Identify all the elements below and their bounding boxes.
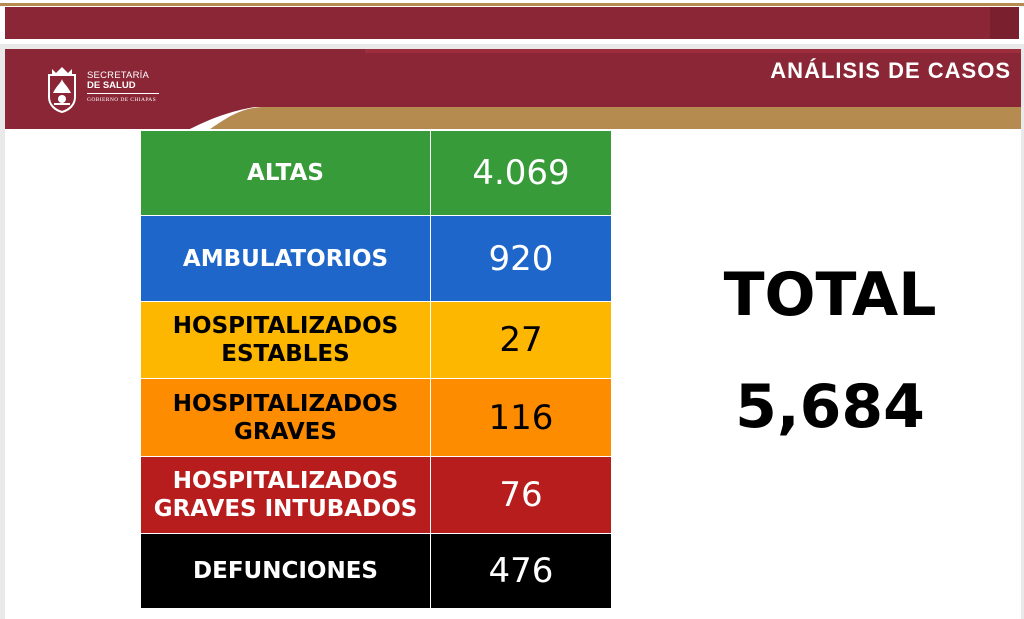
- total-label: TOTAL: [723, 260, 937, 330]
- cases-label-altas: ALTAS: [140, 130, 431, 216]
- total-block: TOTAL 5,684: [695, 255, 965, 447]
- slide: SECRETARÍA DE SALUD GOBIERNO DE CHIAPAS …: [5, 49, 1021, 619]
- cases-table: ALTAS 4.069 AMBULATORIOS 920 HOSPITALIZA…: [140, 130, 612, 609]
- section-title: ANÁLISIS DE CASOS: [770, 58, 1011, 83]
- logo-secretaria-text: SECRETARÍA: [87, 70, 150, 81]
- cases-label-hospitalizados-graves-intubados: HOSPITALIZADOS GRAVES INTUBADOS: [140, 456, 431, 534]
- logo-de-salud-text: DE SALUD: [87, 80, 136, 91]
- cases-row-altas: ALTAS 4.069: [140, 130, 612, 216]
- cases-value-defunciones: 476: [430, 533, 612, 609]
- cases-label-hospitalizados-estables: HOSPITALIZADOS ESTABLES: [140, 301, 431, 379]
- cases-value-hospitalizados-graves-intubados: 76: [430, 456, 612, 534]
- cases-row-hospitalizados-graves-intubados: HOSPITALIZADOS GRAVES INTUBADOS 76: [140, 456, 612, 534]
- cases-row-hospitalizados-graves: HOSPITALIZADOS GRAVES 116: [140, 378, 612, 457]
- secretaria-de-salud-logo: SECRETARÍA DE SALUD GOBIERNO DE CHIAPAS: [43, 63, 163, 115]
- cases-row-ambulatorios: AMBULATORIOS 920: [140, 215, 612, 302]
- cases-value-ambulatorios: 920: [430, 215, 612, 302]
- logo-gobierno-text: GOBIERNO DE CHIAPAS: [87, 97, 157, 103]
- cases-label-hospitalizados-graves: HOSPITALIZADOS GRAVES: [140, 378, 431, 457]
- header-banner: SECRETARÍA DE SALUD GOBIERNO DE CHIAPAS …: [5, 49, 1021, 129]
- cases-value-altas: 4.069: [430, 130, 612, 216]
- chiapas-coat-of-arms-icon: [43, 63, 81, 113]
- cases-label-ambulatorios: AMBULATORIOS: [140, 215, 431, 302]
- total-value: 5,684: [735, 372, 925, 442]
- cases-row-defunciones: DEFUNCIONES 476: [140, 533, 612, 609]
- cases-value-hospitalizados-graves: 116: [430, 378, 612, 457]
- cases-label-defunciones: DEFUNCIONES: [140, 533, 431, 609]
- cases-value-hospitalizados-estables: 27: [430, 301, 612, 379]
- logo-divider: [87, 93, 159, 94]
- cases-row-hospitalizados-estables: HOSPITALIZADOS ESTABLES 27: [140, 301, 612, 379]
- previous-slide-strip: [0, 0, 1024, 44]
